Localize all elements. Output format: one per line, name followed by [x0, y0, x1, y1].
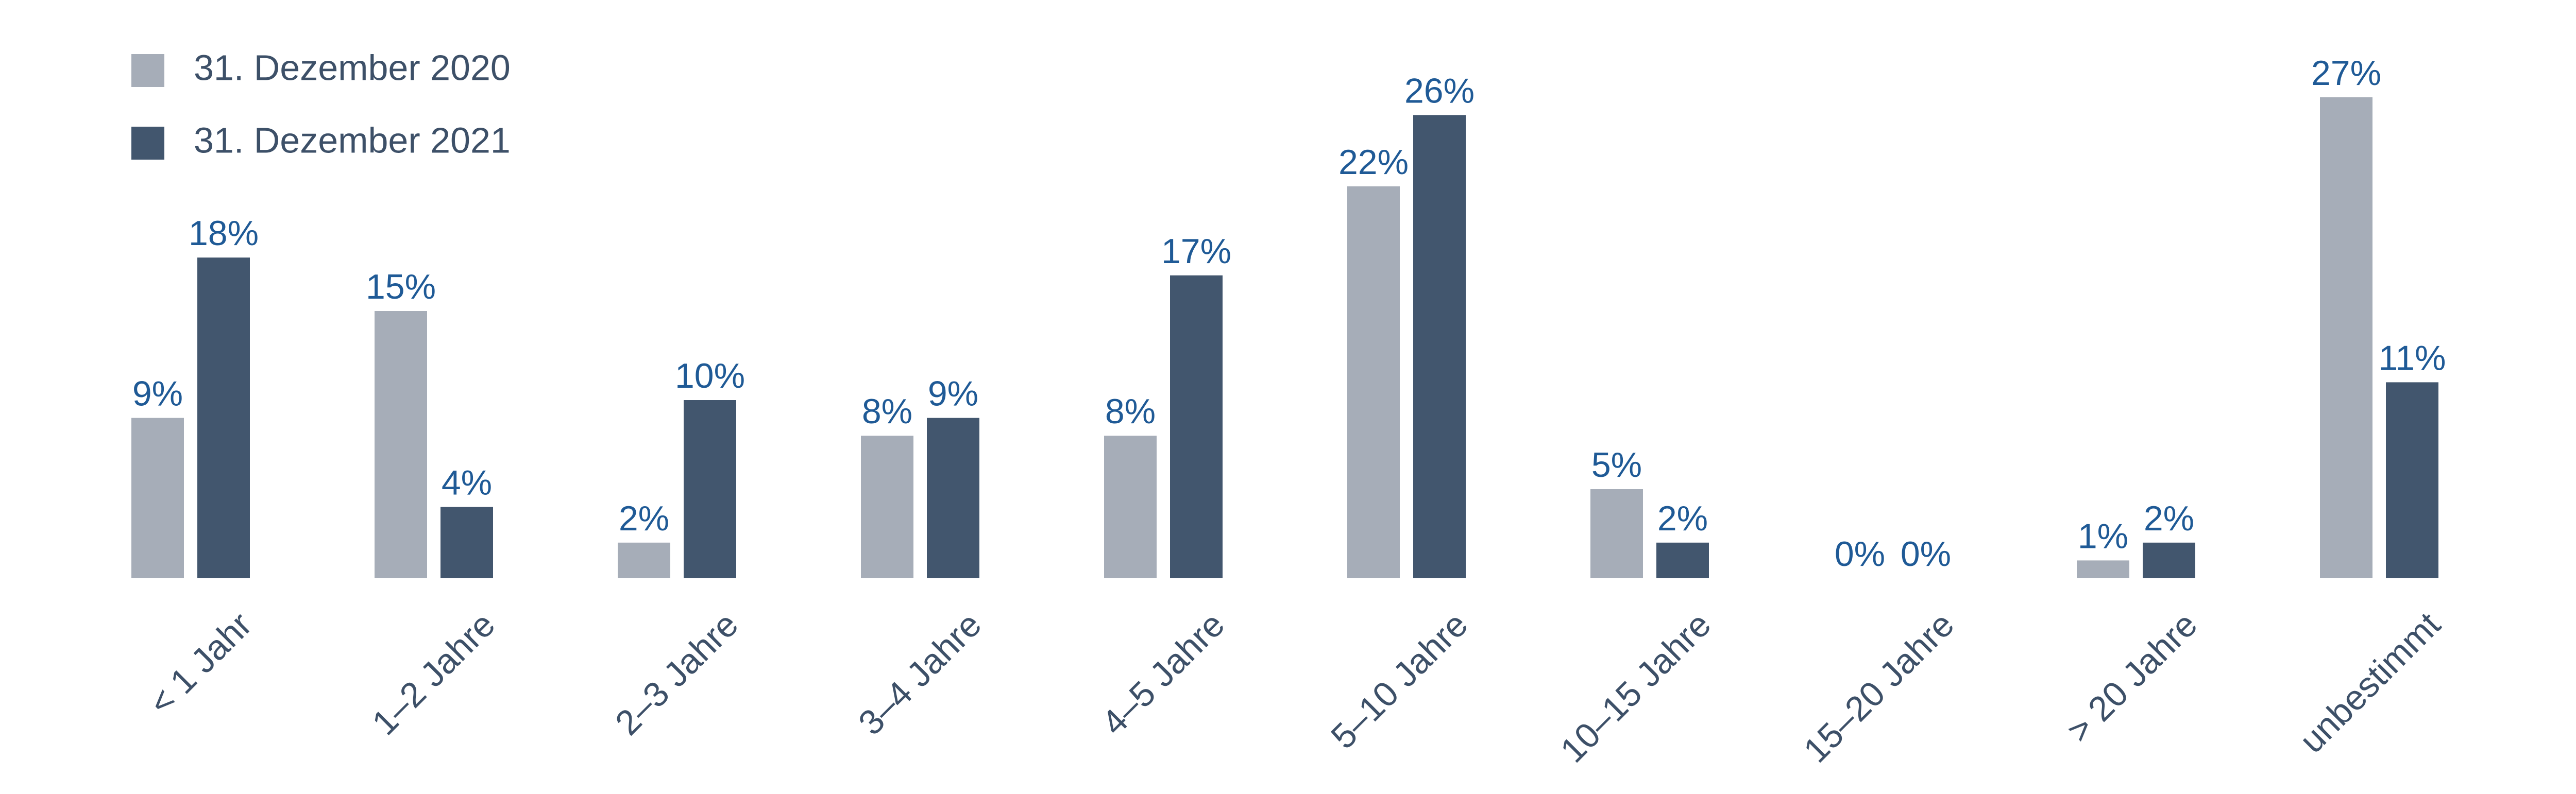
value-label: 1%	[2078, 516, 2128, 556]
bar	[618, 542, 670, 578]
value-label: 8%	[1105, 392, 1156, 431]
legend-label: 31. Dezember 2020	[194, 47, 511, 88]
x-tick-label: 3–4 Jahre	[851, 605, 989, 743]
value-label: 2%	[619, 499, 669, 538]
bar	[2077, 560, 2129, 578]
legend-label: 31. Dezember 2021	[194, 120, 511, 160]
value-label: 8%	[862, 392, 912, 431]
bar	[1170, 275, 1223, 578]
value-label: 5%	[1591, 445, 1642, 485]
value-label: 0%	[1901, 534, 1951, 574]
value-label: 27%	[2311, 54, 2381, 93]
x-tick-label: 5–10 Jahre	[1324, 605, 1475, 756]
bar	[684, 400, 736, 578]
value-label: 10%	[675, 356, 745, 395]
legend-swatch	[131, 127, 164, 160]
bar	[2143, 542, 2195, 578]
bar	[861, 436, 913, 578]
value-label: 22%	[1338, 143, 1409, 182]
bar	[440, 507, 493, 578]
bar	[2320, 97, 2372, 579]
x-tick-label: 15–20 Jahre	[1796, 605, 1961, 770]
x-tick-label: 4–5 Jahre	[1094, 605, 1232, 743]
value-label: 15%	[366, 267, 436, 306]
value-label: 9%	[928, 374, 978, 413]
x-tick-label: 2–3 Jahre	[608, 605, 746, 743]
x-tick-label: unbestimmt	[2292, 605, 2448, 761]
bar	[2386, 382, 2438, 578]
value-label: 9%	[132, 374, 183, 413]
bar	[1413, 115, 1466, 578]
bar	[1656, 542, 1709, 578]
value-label: 11%	[2378, 338, 2446, 377]
value-label: 0%	[1835, 534, 1885, 574]
value-label: 26%	[1404, 71, 1475, 110]
value-label: 2%	[1657, 499, 1708, 538]
bar	[131, 418, 184, 578]
bar	[927, 418, 979, 578]
bar	[1347, 186, 1400, 578]
value-label: 18%	[189, 214, 259, 253]
x-tick-label: > 20 Jahre	[2059, 605, 2205, 750]
bar	[1104, 436, 1157, 578]
value-label: 2%	[2144, 499, 2194, 538]
x-tick-label: 10–15 Jahre	[1553, 605, 1718, 770]
legend-swatch	[131, 54, 164, 87]
x-tick-label: < 1 Jahr	[141, 605, 259, 723]
bar	[375, 311, 427, 578]
bar	[197, 257, 250, 578]
bar	[1590, 489, 1643, 578]
value-label: 17%	[1161, 232, 1231, 271]
value-label: 4%	[442, 463, 492, 503]
x-tick-label: 1–2 Jahre	[365, 605, 503, 743]
